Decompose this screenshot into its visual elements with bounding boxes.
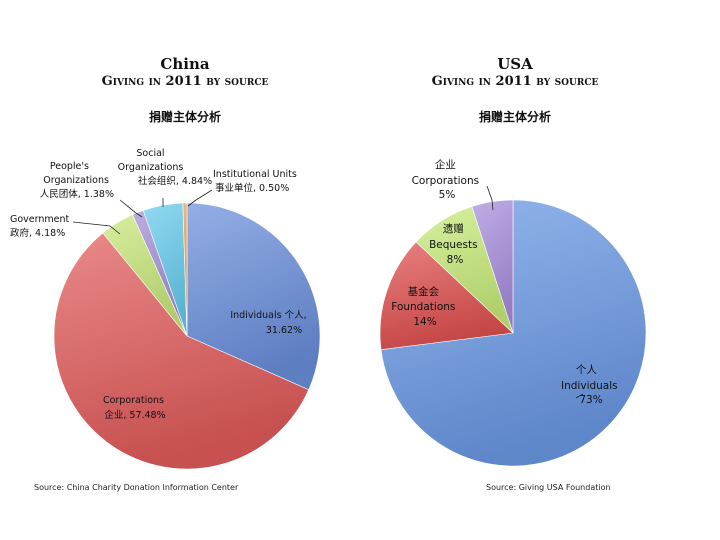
- usa-label-bequests: 遗赠 Bequests 8%: [429, 222, 481, 266]
- china-leader-peoples: [119, 199, 143, 218]
- usa-source: Source: Giving USA Foundation: [486, 483, 611, 492]
- china-leader-government: [72, 221, 121, 235]
- china-label-peoples: People's Organizations 人民团体, 1.38%: [40, 161, 114, 200]
- usa-label-individuals: 个人 Individuals 73%: [561, 364, 621, 406]
- china-label-institutional: Institutional Units 事业单位, 0.50%: [213, 169, 300, 194]
- usa-leader-individuals: [575, 393, 584, 399]
- usa-subtitle-cn: 捐赠主体分析: [478, 110, 551, 124]
- china-label-government: Government 政府, 4.18%: [10, 214, 72, 239]
- usa-subtitle: Giving in 2011 by source: [431, 74, 599, 89]
- usa-pie: [379, 199, 647, 467]
- china-title: China: [160, 55, 210, 73]
- usa-slice-1: [379, 241, 514, 351]
- china-label-social: Social Organizations 社会组织, 4.84%: [118, 148, 212, 187]
- china-leader-institutional: [187, 189, 213, 207]
- usa-title: USA: [497, 55, 533, 73]
- china-label-corporations: Corporations 企业, 57.48%: [103, 395, 167, 421]
- usa-label-corporations: 企业 Corporations 5%: [412, 158, 483, 201]
- usa-chart-title: USA Giving in 2011 by source: [390, 56, 640, 90]
- usa-leader-corporations: [486, 185, 494, 211]
- china-slice-0: [186, 202, 321, 391]
- china-slice-5: [182, 202, 188, 337]
- china-subtitle-cn: 捐赠主体分析: [148, 110, 221, 124]
- usa-label-foundations: 基金会 Foundations 14%: [391, 285, 458, 328]
- china-subtitle: Giving in 2011 by source: [101, 74, 269, 89]
- china-pie: [53, 202, 321, 470]
- china-source: Source: China Charity Donation Informati…: [34, 483, 239, 492]
- china-slice-1: [53, 232, 310, 470]
- china-label-individuals: Individuals 个人, 31.62%: [230, 310, 309, 336]
- china-chart-title: China Giving in 2011 by source: [60, 56, 310, 90]
- usa-slice-0: [380, 199, 647, 467]
